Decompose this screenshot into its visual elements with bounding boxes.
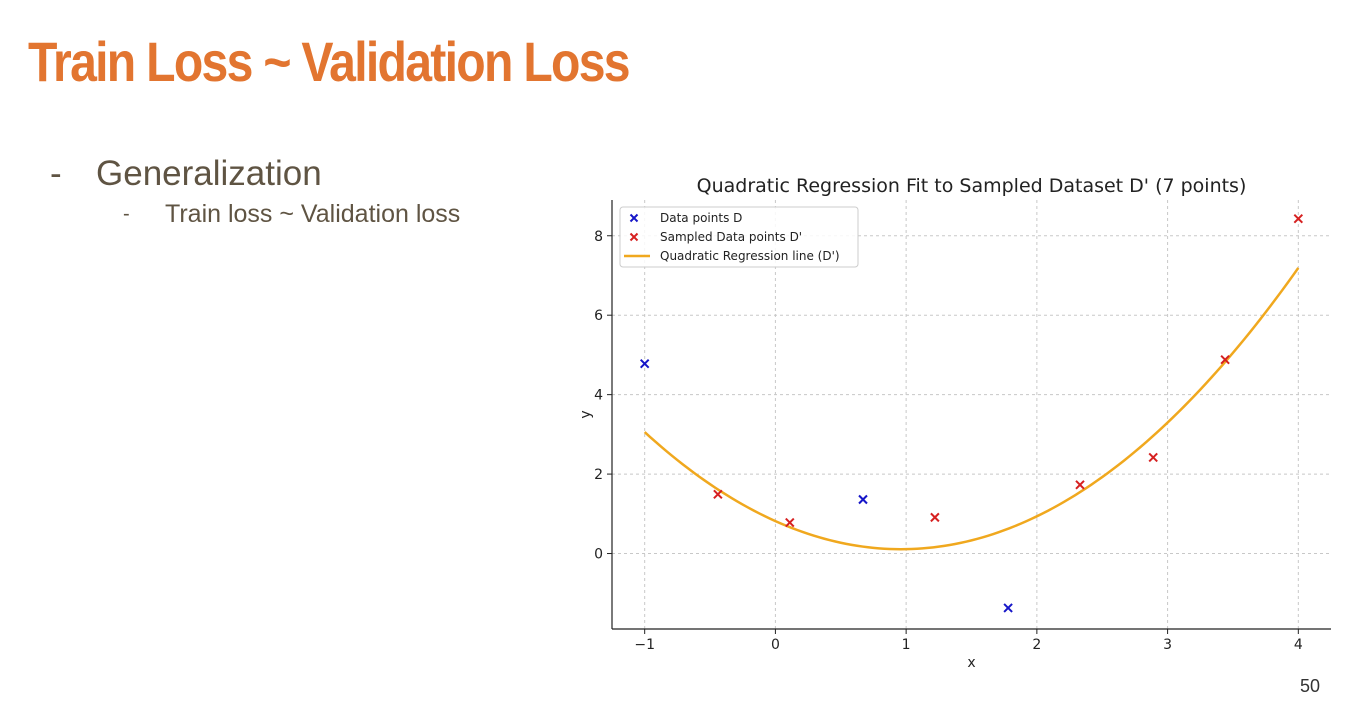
x-tick-label: 1 <box>902 637 911 653</box>
slide-title: Train Loss ~ Validation Loss <box>28 30 631 93</box>
legend-label-regression-line: Quadratic Regression line (D') <box>660 249 840 263</box>
marker-stroke <box>629 213 639 223</box>
legend-marker-data-points <box>629 213 639 223</box>
marker-stroke <box>1003 603 1013 613</box>
marker-stroke <box>639 358 650 369</box>
bullet-dash: - <box>123 203 130 225</box>
marker-stroke <box>1220 354 1230 365</box>
legend-box <box>619 206 859 268</box>
marker-stroke <box>629 232 639 242</box>
legend-label-sampled-points: Sampled Data points D' <box>660 230 802 244</box>
sampled-data-point <box>1293 213 1304 224</box>
marker-stroke <box>1075 480 1085 490</box>
sampled-data-point <box>930 512 940 523</box>
marker-stroke <box>713 489 723 500</box>
marker-stroke <box>785 517 795 528</box>
page-number: 50 <box>1299 676 1320 696</box>
x-tick-label: 2 <box>1032 637 1041 653</box>
data-point-d <box>858 494 868 505</box>
marker-stroke <box>1293 213 1304 224</box>
marker-stroke <box>1148 452 1158 463</box>
marker-stroke <box>858 494 868 505</box>
y-tick-label: 2 <box>594 467 603 483</box>
sub-bullet-train-loss: - Train loss ~ Validation loss <box>123 200 460 229</box>
y-tick-label: 4 <box>594 388 603 404</box>
legend-label-data-points: Data points D <box>660 211 742 225</box>
regression-line <box>643 267 1300 551</box>
bullet-dash: - <box>50 154 62 193</box>
chart-title: Quadratic Regression Fit to Sampled Data… <box>697 175 1247 197</box>
x-tick-label: 4 <box>1294 637 1303 653</box>
marker-stroke <box>930 512 940 523</box>
x-tick-label: 0 <box>771 637 780 653</box>
y-tick-label: 8 <box>594 229 603 245</box>
bullet-text: Generalization <box>96 154 322 193</box>
bullet-generalization: - Generalization <box>50 154 460 194</box>
sampled-data-point <box>785 517 795 528</box>
sampled-data-point <box>1075 480 1085 490</box>
x-tick-label: −1 <box>634 637 655 653</box>
y-tick-label: 6 <box>594 308 603 324</box>
bullet-text: Train loss ~ Validation loss <box>165 200 461 228</box>
bullet-list: - Generalization - Train loss ~ Validati… <box>50 154 460 229</box>
y-tick-label: 0 <box>594 547 603 563</box>
regression-chart: −1 0 1 2 3 4 0 2 4 6 8 Quadratic Regression Fit to … <box>578 175 1331 671</box>
legend-marker-sampled-points <box>629 232 639 242</box>
x-tick-label: 3 <box>1163 637 1172 653</box>
sampled-data-point <box>713 489 723 500</box>
sampled-data-point <box>1148 452 1158 463</box>
y-axis-label: y <box>578 410 594 418</box>
data-point-d <box>1003 603 1013 613</box>
data-point-d <box>639 358 650 369</box>
sampled-data-point <box>1220 354 1230 365</box>
x-axis-label: x <box>967 655 975 671</box>
